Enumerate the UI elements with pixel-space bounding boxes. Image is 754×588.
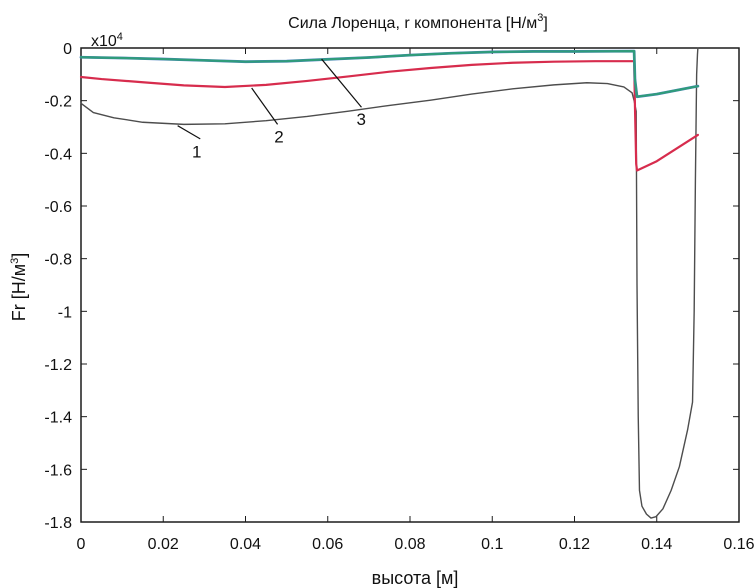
y-scale-factor: x104	[91, 31, 123, 50]
curve-label-2: 2	[274, 127, 283, 146]
y-tick-label-9: -1.8	[44, 515, 72, 532]
y-scale-exponent: 4	[117, 31, 123, 43]
y-scale-prefix: x10	[91, 33, 117, 50]
curve-label-1: 1	[192, 142, 201, 161]
chart-title-suffix: ]	[543, 15, 547, 32]
x-tick-label-3: 0.06	[312, 536, 343, 553]
plot-layer: 0 0.02 0.04 0.06 0.08 0.1 0.12 0.14 0.16 0 -0.2 -0.…	[44, 41, 754, 553]
x-axis-title: высота [м]	[372, 568, 459, 588]
series-3-underlay	[79, 49, 700, 99]
x-tick-label-0: 0	[77, 536, 86, 553]
y-axis-title: Fr [Н/м3]	[9, 253, 29, 322]
y-tick-label-7: -1.4	[44, 410, 72, 427]
plot-frame	[80, 47, 740, 523]
curve-leader-2	[251, 87, 279, 125]
y-tick-label-3: -0.6	[44, 199, 72, 216]
curve-leader-1	[177, 125, 201, 140]
y-axis-title-main: Fr [Н/м	[9, 264, 29, 321]
y-tick-label-4: -0.8	[44, 252, 72, 269]
y-tick-label-1: -0.2	[44, 94, 72, 111]
x-tick-label-7: 0.14	[641, 536, 672, 553]
y-tick-label-6: -1.2	[44, 357, 72, 374]
chart-title: Сила Лоренца, r компонента [Н/м3]	[288, 12, 548, 32]
curve-label-3: 3	[357, 110, 366, 129]
curve-leader-3	[321, 58, 362, 108]
series-3-line	[79, 50, 699, 98]
x-tick-label-8: 0.16	[723, 536, 754, 553]
y-axis-title-suffix: ]	[9, 253, 29, 258]
x-tick-label-1: 0.02	[148, 536, 179, 553]
x-tick-label-5: 0.1	[481, 536, 503, 553]
x-tick-label-2: 0.04	[230, 536, 261, 553]
y-tick-label-8: -1.6	[44, 462, 72, 479]
chart-title-main: Сила Лоренца, r компонента [Н/м	[288, 15, 537, 32]
x-tick-label-6: 0.12	[559, 536, 590, 553]
series-2-line	[79, 60, 699, 172]
y-tick-label-5: -1	[58, 304, 72, 321]
y-axis-title-superscript: 3	[9, 258, 21, 264]
y-tick-label-0: 0	[63, 41, 72, 58]
chart-title-superscript: 3	[537, 12, 543, 24]
series-1-line	[80, 47, 699, 519]
y-tick-label-2: -0.4	[44, 146, 72, 163]
x-tick-label-4: 0.08	[394, 536, 425, 553]
